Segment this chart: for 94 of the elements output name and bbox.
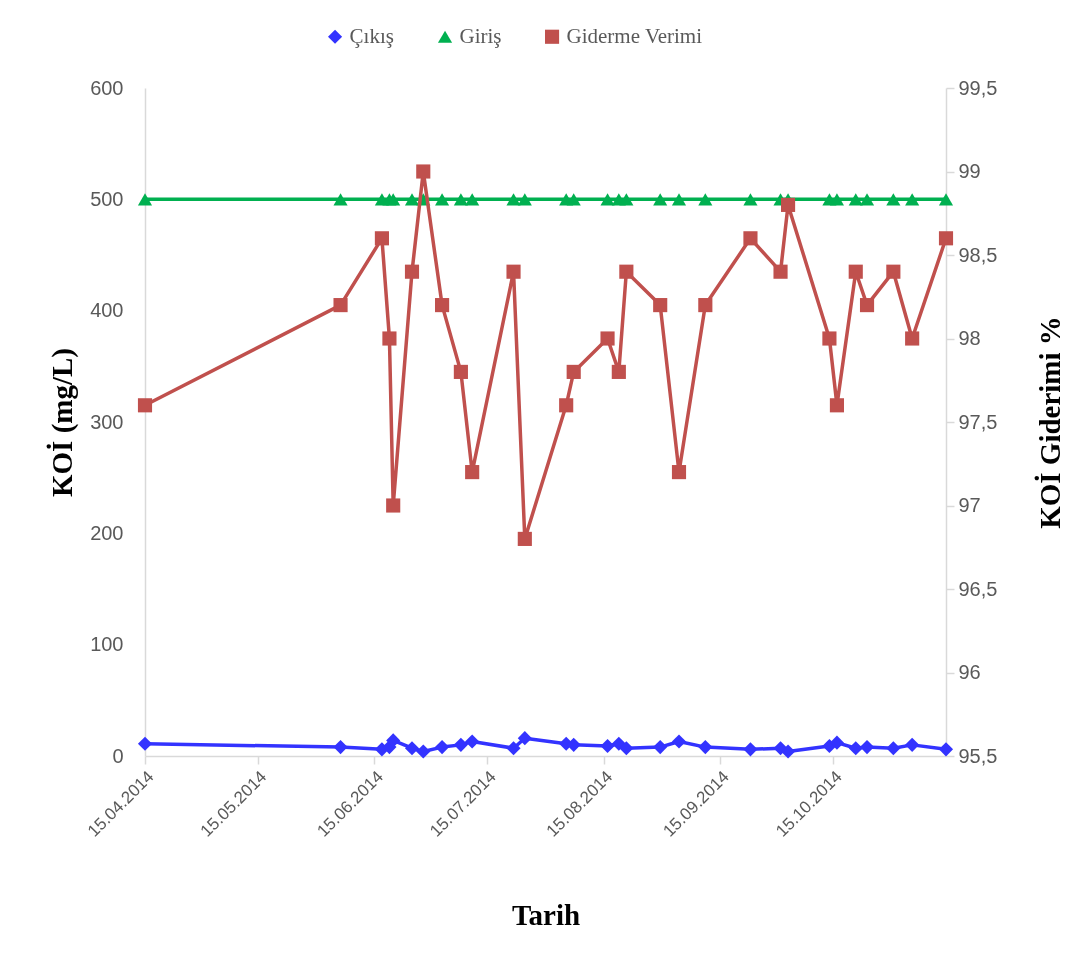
point	[698, 298, 713, 313]
point	[506, 193, 521, 206]
legend-label: Çıkış	[349, 23, 394, 48]
point	[517, 731, 532, 746]
point	[600, 331, 615, 346]
x-axis-title: Tarih	[511, 898, 581, 931]
point	[848, 741, 863, 756]
point	[611, 364, 626, 379]
point	[506, 264, 521, 279]
point	[386, 498, 401, 513]
y-tick-label: 500	[90, 187, 124, 210]
y-tick-label: 600	[90, 76, 124, 99]
point	[938, 193, 954, 206]
y2-tick-label: 99,5	[958, 76, 998, 99]
point	[780, 744, 796, 759]
point	[600, 738, 615, 754]
point	[137, 193, 153, 206]
point	[619, 741, 634, 756]
y-tick-label: 100	[90, 633, 124, 656]
point	[517, 531, 532, 546]
point	[886, 264, 901, 279]
point	[698, 740, 713, 755]
point	[859, 193, 875, 206]
y2-tick-label: 97	[958, 494, 981, 516]
point	[886, 193, 901, 206]
point	[453, 737, 468, 752]
point	[333, 298, 348, 313]
point	[465, 734, 480, 749]
point	[859, 740, 875, 755]
y2-tick-label: 98,5	[958, 243, 998, 266]
point	[671, 465, 687, 480]
point	[465, 465, 480, 480]
point	[559, 398, 574, 413]
point	[386, 193, 401, 206]
y-axis-title: KOİ (mg/L)	[45, 347, 79, 498]
point	[698, 193, 713, 206]
point	[848, 264, 863, 279]
point	[435, 298, 450, 313]
legend-label: Giderme Verimi	[566, 23, 703, 48]
y2-tick-label: 99	[958, 160, 981, 182]
point	[829, 735, 845, 750]
point	[465, 193, 480, 206]
point	[416, 744, 431, 759]
point	[453, 364, 468, 379]
point	[566, 193, 581, 206]
point	[829, 398, 845, 413]
point	[600, 193, 615, 206]
point	[938, 231, 954, 246]
point	[671, 734, 687, 749]
point	[905, 331, 920, 346]
y2-tick-label: 98	[958, 327, 981, 349]
point	[886, 741, 901, 756]
y2-tick-label: 97,5	[958, 410, 998, 433]
point	[416, 164, 431, 179]
y-tick-label: 400	[90, 299, 124, 322]
point	[848, 193, 863, 206]
y-tick-label: 300	[90, 410, 124, 433]
point	[773, 264, 788, 279]
y-tick-label: 0	[112, 744, 124, 767]
point	[829, 193, 845, 206]
point	[404, 264, 420, 279]
point	[653, 193, 668, 206]
point	[653, 298, 668, 313]
point	[859, 298, 875, 313]
point	[905, 737, 920, 752]
point	[333, 740, 348, 755]
point	[404, 741, 420, 756]
point	[653, 740, 668, 755]
point	[905, 193, 920, 206]
point	[435, 740, 450, 755]
point	[743, 193, 758, 206]
point	[822, 331, 837, 346]
legend-label: Giriş	[459, 23, 502, 48]
point	[517, 193, 532, 206]
point	[333, 193, 348, 206]
point	[671, 193, 687, 206]
point	[374, 231, 389, 246]
y2-axis-title: KOİ Giderimi %	[1033, 316, 1066, 529]
point	[435, 193, 450, 206]
y2-tick-label: 96	[958, 661, 981, 683]
point	[382, 331, 397, 346]
point	[506, 741, 521, 756]
point	[137, 398, 153, 413]
point	[780, 197, 796, 212]
point	[619, 193, 634, 206]
point	[137, 736, 153, 751]
y2-tick-label: 96,5	[958, 577, 998, 600]
point	[619, 264, 634, 279]
point	[743, 742, 758, 757]
y-tick-label: 200	[90, 521, 124, 544]
point	[566, 364, 581, 379]
point	[386, 733, 401, 748]
y2-tick-label: 95,5	[958, 744, 998, 767]
point	[743, 231, 758, 246]
